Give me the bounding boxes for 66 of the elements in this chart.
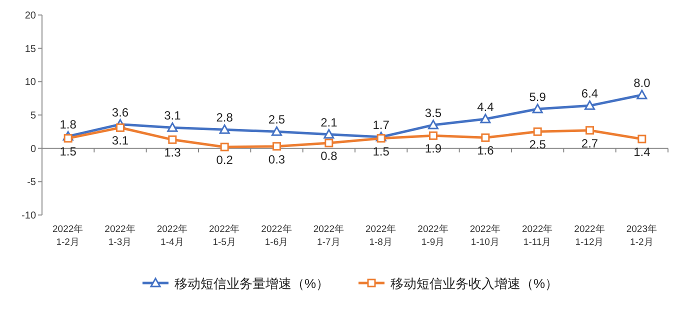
x-tick-label: 2022年 1-9月	[418, 223, 449, 248]
point	[167, 122, 178, 132]
point	[533, 127, 542, 136]
data-label: 8.0	[634, 76, 651, 90]
data-label: 4.4	[477, 100, 494, 114]
data-label: 2.8	[216, 110, 234, 125]
point	[64, 134, 72, 143]
data-label: 1.6	[477, 144, 494, 158]
point	[376, 134, 386, 143]
data-label: 1.3	[164, 146, 182, 160]
y-tick-label: 0	[30, 144, 36, 155]
data-label: 6.4	[581, 86, 598, 101]
data-label: 2.5	[268, 112, 286, 127]
data-label: 2.7	[581, 136, 598, 150]
data-label: 1.5	[60, 144, 77, 158]
y-tick-label: 20	[24, 10, 36, 22]
point	[584, 100, 595, 110]
point	[532, 104, 543, 114]
data-label: 0.8	[320, 149, 338, 163]
x-tick-label: 2022年 1-4月	[156, 223, 188, 248]
point	[636, 90, 648, 100]
y-tick-label: -10	[22, 210, 36, 222]
legend-label: 移动短信业务量增速（%）	[174, 276, 330, 291]
point	[272, 142, 281, 151]
point	[638, 134, 646, 144]
data-label: 2.5	[529, 138, 546, 152]
data-label: 0.2	[216, 153, 234, 167]
data-label: 3.5	[424, 106, 442, 120]
x-tick-label: 2022年 1-2月	[52, 223, 84, 248]
data-label: 1.8	[60, 117, 77, 132]
point	[324, 138, 334, 148]
data-label: 1.9	[424, 142, 442, 156]
y-tick-label: -5	[27, 177, 36, 188]
y-tick-label: 15	[24, 44, 36, 55]
y-tick-label: 10	[24, 77, 36, 88]
x-tick-label: 2022年 1-5月	[209, 223, 240, 248]
y-tick-label: 5	[30, 110, 36, 122]
data-label: 5.9	[529, 90, 546, 104]
point	[480, 114, 491, 124]
data-label: 2.1	[320, 115, 338, 130]
point	[481, 133, 490, 142]
point	[429, 131, 438, 140]
point	[220, 142, 229, 152]
data-label: 3.6	[112, 105, 129, 120]
x-tick-label: 2022年 1-7月	[313, 223, 344, 248]
x-tick-label: 2022年 1-6月	[261, 223, 292, 248]
point	[324, 129, 334, 139]
x-tick-label: 2022年 1-11月	[522, 223, 554, 248]
point	[116, 123, 124, 132]
point	[219, 124, 230, 134]
x-tick-label: 2022年 1-10月	[470, 223, 501, 248]
point	[168, 135, 177, 144]
data-label: 1.5	[372, 144, 390, 158]
x-tick-label: 2022年 1-12月	[574, 223, 606, 248]
data-label: 1.4	[634, 145, 651, 159]
data-label: 1.7	[372, 118, 390, 132]
point	[272, 126, 282, 136]
x-tick-label: 2023年 1-2月	[626, 223, 658, 248]
point	[428, 120, 438, 130]
data-label: 3.1	[164, 108, 182, 123]
legend-label: 移动短信业务收入增速（%）	[390, 276, 558, 291]
data-label: 3.1	[112, 134, 129, 148]
data-label: 0.3	[268, 152, 286, 166]
point	[586, 126, 594, 135]
x-tick-label: 2022年 1-8月	[366, 223, 397, 248]
x-tick-label: 2022年 1-3月	[104, 223, 136, 248]
